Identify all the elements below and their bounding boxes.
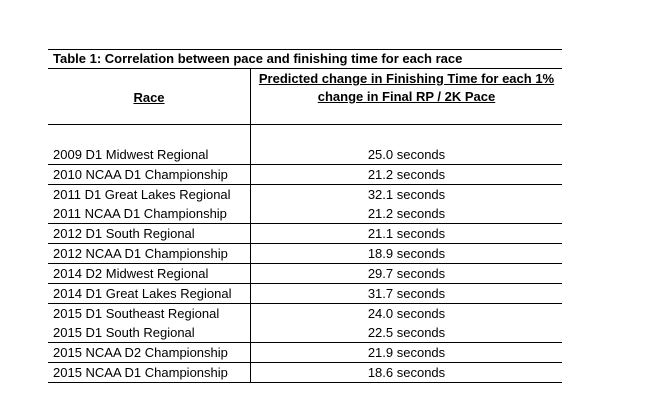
table-caption: Table 1: Correlation between pace and fi… <box>48 49 562 69</box>
time-cell: 31.7 seconds <box>367 286 446 301</box>
time-cell: 21.1 seconds <box>367 226 446 241</box>
time-cell: 18.9 seconds <box>367 246 446 261</box>
time-header-line2: change in Final RP / 2K Pace <box>317 89 496 104</box>
table-row: 2009 D1 Midwest Regional 25.0 seconds <box>48 145 562 165</box>
table-row: 2014 D1 Great Lakes Regional 31.7 second… <box>48 284 562 304</box>
table-header: Race Predicted change in Finishing Time … <box>48 69 562 125</box>
race-cell: 2010 NCAA D1 Championship <box>48 165 251 184</box>
race-cell: 2012 D1 South Regional <box>48 224 251 243</box>
table-row: 2015 D1 Southeast Regional 24.0 seconds <box>48 304 562 323</box>
race-cell: 2015 NCAA D2 Championship <box>48 343 251 362</box>
table-row: 2010 NCAA D1 Championship 21.2 seconds <box>48 165 562 185</box>
race-column-header: Race <box>133 90 165 105</box>
time-header-cell: Predicted change in Finishing Time for e… <box>251 69 562 124</box>
table-row: 2015 NCAA D1 Championship 18.6 seconds <box>48 363 562 383</box>
time-cell: 24.0 seconds <box>367 306 446 321</box>
table-body: 2009 D1 Midwest Regional 25.0 seconds 20… <box>48 125 562 383</box>
race-cell: 2015 D1 Southeast Regional <box>48 304 251 323</box>
race-cell: 2014 D2 Midwest Regional <box>48 264 251 283</box>
time-cell: 25.0 seconds <box>367 147 446 162</box>
spacer-time-cell <box>251 125 562 145</box>
time-cell: 32.1 seconds <box>367 187 446 202</box>
race-cell: 2014 D1 Great Lakes Regional <box>48 284 251 303</box>
time-cell: 21.2 seconds <box>367 167 446 182</box>
correlation-table: Table 1: Correlation between pace and fi… <box>48 49 562 383</box>
table-row: 2014 D2 Midwest Regional 29.7 seconds <box>48 264 562 284</box>
time-cell: 18.6 seconds <box>367 365 446 380</box>
table-row: 2011 D1 Great Lakes Regional 32.1 second… <box>48 185 562 204</box>
race-cell: 2015 NCAA D1 Championship <box>48 363 251 382</box>
race-cell: 2011 D1 Great Lakes Regional <box>48 185 251 204</box>
race-cell: 2012 NCAA D1 Championship <box>48 244 251 263</box>
time-cell: 22.5 seconds <box>367 325 446 340</box>
table-row: 2012 D1 South Regional 21.1 seconds <box>48 224 562 244</box>
table-row: 2015 NCAA D2 Championship 21.9 seconds <box>48 343 562 363</box>
spacer-race-cell <box>48 125 251 145</box>
table-row: 2011 NCAA D1 Championship 21.2 seconds <box>48 204 562 224</box>
time-cell: 29.7 seconds <box>367 266 446 281</box>
race-cell: 2015 D1 South Regional <box>48 323 251 342</box>
table-row: 2012 NCAA D1 Championship 18.9 seconds <box>48 244 562 264</box>
time-cell: 21.2 seconds <box>367 206 446 221</box>
race-header-cell: Race <box>48 69 251 124</box>
time-column-header: Predicted change in Finishing Time for e… <box>251 70 562 106</box>
race-cell: 2009 D1 Midwest Regional <box>48 145 251 164</box>
table-row: 2015 D1 South Regional 22.5 seconds <box>48 323 562 343</box>
table-spacer-row <box>48 125 562 145</box>
race-cell: 2011 NCAA D1 Championship <box>48 204 251 223</box>
time-cell: 21.9 seconds <box>367 345 446 360</box>
time-header-line1: Predicted change in Finishing Time for e… <box>258 71 555 86</box>
